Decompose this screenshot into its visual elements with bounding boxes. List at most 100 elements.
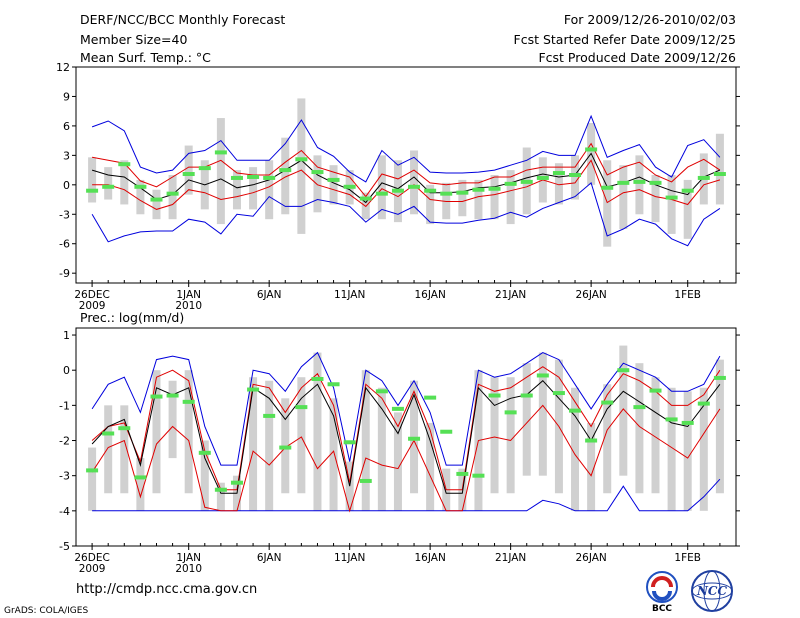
- member-marker: [214, 487, 227, 492]
- member-marker: [601, 400, 614, 405]
- plot-frame: [75, 66, 737, 284]
- ensemble-box: [603, 160, 612, 247]
- x-tick-year-label: 2009: [79, 300, 106, 312]
- ensemble-box: [490, 175, 499, 220]
- y-tick-label: -3: [59, 470, 70, 483]
- ensemble-box: [184, 145, 193, 195]
- member-size-label: Member Size=40: [80, 32, 188, 47]
- member-marker: [601, 185, 614, 190]
- grads-credit: GrADS: COLA/IGES: [4, 606, 89, 616]
- x-tick-label: 6JAN: [257, 289, 282, 301]
- member-marker: [520, 179, 533, 184]
- x-tick-label: 16JAN: [414, 552, 445, 564]
- x-tick-label: 26JAN: [575, 552, 606, 564]
- ensemble-box: [120, 405, 129, 494]
- member-marker: [552, 391, 565, 396]
- member-marker: [649, 388, 662, 393]
- member-marker: [488, 393, 501, 398]
- ensemble-box: [120, 160, 129, 205]
- member-marker: [504, 410, 517, 415]
- member-marker: [359, 478, 372, 483]
- x-tick-label: 21JAN: [495, 289, 526, 301]
- ensemble-box: [538, 352, 547, 476]
- member-marker: [617, 368, 630, 373]
- ensemble-box: [265, 380, 274, 511]
- ensemble-box: [249, 167, 258, 210]
- member-marker: [198, 450, 211, 455]
- ensemble-box: [216, 482, 225, 511]
- ensemble-box: [216, 118, 225, 225]
- ensemble-box: [667, 387, 676, 511]
- member-marker: [230, 480, 243, 485]
- mean-line: [91, 152, 721, 204]
- ensemble-box: [313, 352, 322, 511]
- member-marker: [681, 188, 694, 193]
- ensemble-box: [715, 359, 724, 494]
- x-tick-year-label: 2009: [79, 563, 106, 575]
- member-marker: [456, 190, 469, 195]
- ensemble-box: [410, 150, 419, 215]
- ensemble-box: [474, 179, 483, 220]
- member-marker: [649, 180, 662, 185]
- ensemble-box: [699, 387, 708, 511]
- member-marker: [391, 188, 404, 193]
- member-marker: [247, 387, 260, 392]
- member-marker: [472, 187, 485, 192]
- member-marker: [102, 431, 115, 436]
- member-marker: [118, 162, 131, 167]
- y-tick-label: 9: [63, 90, 70, 103]
- member-marker: [150, 197, 163, 202]
- spread-low-line: [92, 159, 721, 210]
- member-marker: [134, 475, 147, 480]
- x-tick-label: 1FEB: [674, 552, 701, 564]
- ensemble-box: [136, 179, 145, 215]
- member-marker: [408, 436, 421, 441]
- member-marker: [681, 420, 694, 425]
- y-tick-label: 1: [63, 329, 70, 342]
- member-marker: [230, 175, 243, 180]
- y-tick-label: 3: [63, 149, 70, 162]
- x-tick-label: 1JAN: [176, 289, 201, 301]
- member-marker: [102, 184, 115, 189]
- ensemble-box: [184, 370, 193, 494]
- ensemble-box: [329, 398, 338, 511]
- source-url[interactable]: http://cmdp.ncc.cma.gov.cn: [76, 582, 258, 597]
- member-marker: [279, 168, 292, 173]
- ensemble-box: [152, 370, 161, 494]
- ensemble-box: [168, 380, 177, 459]
- ncc-logo: NCC: [691, 570, 733, 612]
- ensemble-box: [490, 377, 499, 494]
- member-marker: [279, 445, 292, 450]
- x-tick-label: 21JAN: [495, 552, 526, 564]
- member-marker: [504, 181, 517, 186]
- ensemble-box: [88, 447, 97, 511]
- ensemble-box: [168, 175, 177, 220]
- y-tick-label: -1: [59, 399, 70, 412]
- ensemble-box: [619, 165, 628, 229]
- member-marker: [343, 184, 356, 189]
- forecast-started-date: Fcst Started Refer Date 2009/12/25: [513, 32, 737, 47]
- ensemble-box: [281, 137, 290, 215]
- x-tick-label: 16JAN: [414, 289, 445, 301]
- y-tick-label: -6: [59, 238, 70, 251]
- y-tick-label: 0: [63, 364, 70, 377]
- member-marker: [569, 173, 582, 177]
- y-tick-label: -9: [59, 267, 70, 280]
- member-marker: [327, 382, 340, 387]
- ensemble-box: [297, 98, 306, 234]
- ensemble-box: [506, 377, 515, 494]
- ensemble-box: [683, 179, 692, 239]
- x-tick-label: 26JAN: [575, 289, 606, 301]
- ensemble-box: [152, 189, 161, 220]
- ensemble-box: [88, 157, 97, 203]
- ensemble-box: [329, 165, 338, 205]
- min-line: [92, 478, 721, 512]
- ensemble-box: [506, 170, 515, 225]
- member-marker: [585, 147, 598, 152]
- y-tick-label: -5: [59, 540, 70, 553]
- member-marker: [375, 389, 388, 394]
- ensemble-box: [232, 170, 241, 210]
- forecast-produced-date: Fcst Produced Date 2009/12/26: [538, 50, 736, 65]
- ensemble-box: [458, 179, 467, 217]
